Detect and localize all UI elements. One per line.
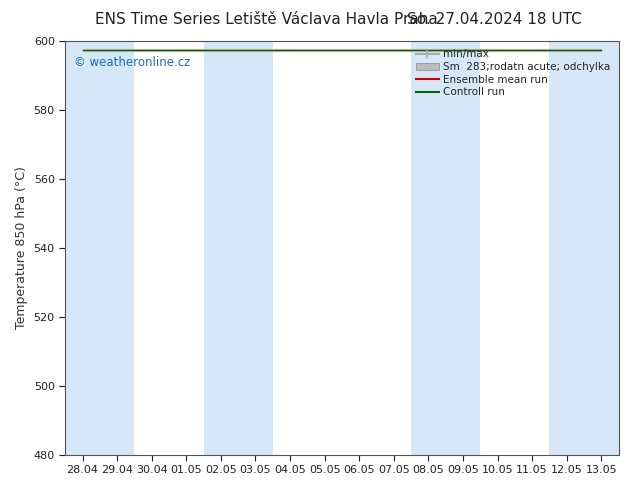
Text: ENS Time Series Letiště Václava Havla Praha: ENS Time Series Letiště Václava Havla Pr… [95,12,437,27]
Text: © weatheronline.cz: © weatheronline.cz [74,55,190,69]
Bar [65,41,134,455]
Bar [550,41,619,455]
Bar [411,41,480,455]
Legend: min/max, Sm  283;rodatn acute; odchylka, Ensemble mean run, Controll run: min/max, Sm 283;rodatn acute; odchylka, … [413,46,613,100]
Text: So. 27.04.2024 18 UTC: So. 27.04.2024 18 UTC [407,12,582,27]
Y-axis label: Temperature 850 hPa (°C): Temperature 850 hPa (°C) [15,167,28,329]
Bar [204,41,273,455]
